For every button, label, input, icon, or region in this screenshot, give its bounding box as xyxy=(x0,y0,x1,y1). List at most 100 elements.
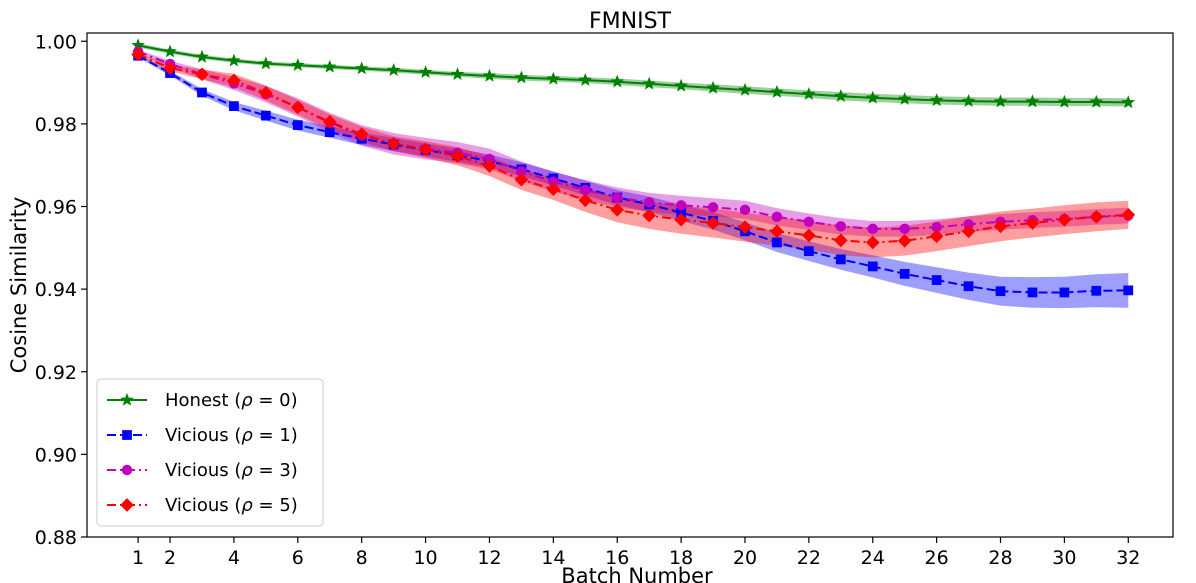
series-markers xyxy=(131,38,1136,298)
series-3-point xyxy=(642,208,656,223)
x-tick-label: 24 xyxy=(861,547,885,569)
x-tick-label: 8 xyxy=(356,547,368,569)
series-1-point xyxy=(1091,285,1102,296)
series-2-point xyxy=(580,184,591,196)
series-0-point xyxy=(386,63,401,76)
x-tick-label: 6 xyxy=(292,547,304,569)
series-0-point xyxy=(674,78,688,92)
series-0-point xyxy=(642,76,656,90)
series-0-point xyxy=(929,93,944,107)
series-1-point xyxy=(197,87,207,98)
series-3-point xyxy=(802,228,816,243)
legend: Honest (ρ = 0) Vicious (ρ = 1) Vicious (ρ … xyxy=(96,378,324,527)
y-tick-label: 0.92 xyxy=(35,362,77,384)
series-1-line xyxy=(137,54,1129,294)
series-1-point xyxy=(995,286,1006,297)
x-tick-label: 32 xyxy=(1116,547,1140,569)
series-3-point xyxy=(131,47,145,62)
series-3-point xyxy=(195,67,209,82)
series-3-point xyxy=(1025,216,1040,230)
series-2-point xyxy=(707,202,719,213)
x-tick-label: 22 xyxy=(797,547,821,569)
series-2-point xyxy=(867,223,878,235)
legend-item: Honest (ρ = 0) xyxy=(107,390,298,411)
x-tick-label: 18 xyxy=(669,547,693,569)
series-3-point xyxy=(578,193,593,208)
series-2-point xyxy=(612,192,623,203)
series-3-point xyxy=(706,216,720,230)
legend-marker xyxy=(121,464,133,476)
series-1-point xyxy=(229,101,239,111)
series-3-point xyxy=(290,100,305,115)
y-tick-label: 0.98 xyxy=(35,114,77,136)
x-tick-label: 14 xyxy=(541,547,565,569)
series-3-point xyxy=(386,136,401,151)
series-3-point xyxy=(1057,212,1072,227)
series-3-point xyxy=(227,73,241,88)
series-2-point xyxy=(835,221,847,232)
legend-label: Vicious (ρ = 5) xyxy=(165,495,298,516)
series-3-point xyxy=(897,233,912,248)
y-axis-title: Cosine Similarity xyxy=(7,197,31,373)
series-1-point xyxy=(1123,285,1134,296)
x-tick-label: 16 xyxy=(605,547,629,569)
series-0-point xyxy=(227,53,241,67)
series-1-point xyxy=(835,254,846,265)
series-1-point xyxy=(772,237,782,248)
series-0-point xyxy=(961,94,976,107)
series-0-point xyxy=(1025,94,1040,108)
x-tick-label: 26 xyxy=(925,547,949,569)
series-2-point xyxy=(963,219,974,230)
series-1-point xyxy=(260,110,271,121)
series-0-point xyxy=(1057,94,1072,108)
x-axis-title: Batch Number xyxy=(561,564,713,583)
series-1-point xyxy=(931,275,942,285)
series-2-point xyxy=(548,176,559,187)
legend-label: Vicious (ρ = 1) xyxy=(165,425,298,446)
series-0-point xyxy=(259,56,273,70)
series-0-point xyxy=(482,68,497,82)
series-1-point xyxy=(1027,287,1038,298)
series-1-band xyxy=(138,54,1129,309)
series-0-point xyxy=(706,80,720,94)
x-tick-label: 4 xyxy=(228,547,240,569)
series-3-point xyxy=(961,224,976,239)
y-tick-label: 0.88 xyxy=(35,527,77,549)
legend-item: Vicious (ρ = 5) xyxy=(107,495,298,516)
series-3-point xyxy=(354,127,369,142)
series-0-point xyxy=(865,90,880,104)
series-3-point xyxy=(674,212,688,227)
y-tick-label: 1.00 xyxy=(35,31,77,53)
series-0-point xyxy=(834,89,848,102)
series-2-point xyxy=(516,166,527,177)
series-0-point xyxy=(291,58,305,72)
y-axis-ticks: 0.88 0.90 0.92 0.94 0.96 0.98 1.00 xyxy=(35,31,87,549)
legend-box xyxy=(96,378,324,527)
series-0-point xyxy=(418,65,433,79)
x-tick-label: 20 xyxy=(733,547,757,569)
series-2-point xyxy=(803,216,815,227)
series-1-point xyxy=(676,207,686,218)
series-lines xyxy=(137,44,1129,294)
series-1-point xyxy=(324,127,335,138)
plot-frame xyxy=(86,32,1174,538)
series-1-point xyxy=(867,261,878,272)
series-2-point xyxy=(643,197,655,208)
series-3-point xyxy=(259,86,273,100)
legend-marker xyxy=(120,498,134,512)
series-3-point xyxy=(865,235,880,250)
x-tick-label: 1 xyxy=(132,547,144,569)
y-tick-label: 0.96 xyxy=(35,197,77,219)
legend-item: Vicious (ρ = 3) xyxy=(107,460,298,481)
series-0-point xyxy=(802,86,816,100)
series-0-point xyxy=(610,74,625,88)
series-1-point xyxy=(292,120,303,130)
series-3-point xyxy=(1121,207,1136,222)
series-3-band xyxy=(138,52,1129,258)
series-3-point xyxy=(418,142,433,157)
series-0-point xyxy=(163,44,177,58)
legend-label: Vicious (ρ = 3) xyxy=(165,460,298,481)
series-0-point xyxy=(546,71,561,85)
series-1-point xyxy=(1059,287,1070,298)
